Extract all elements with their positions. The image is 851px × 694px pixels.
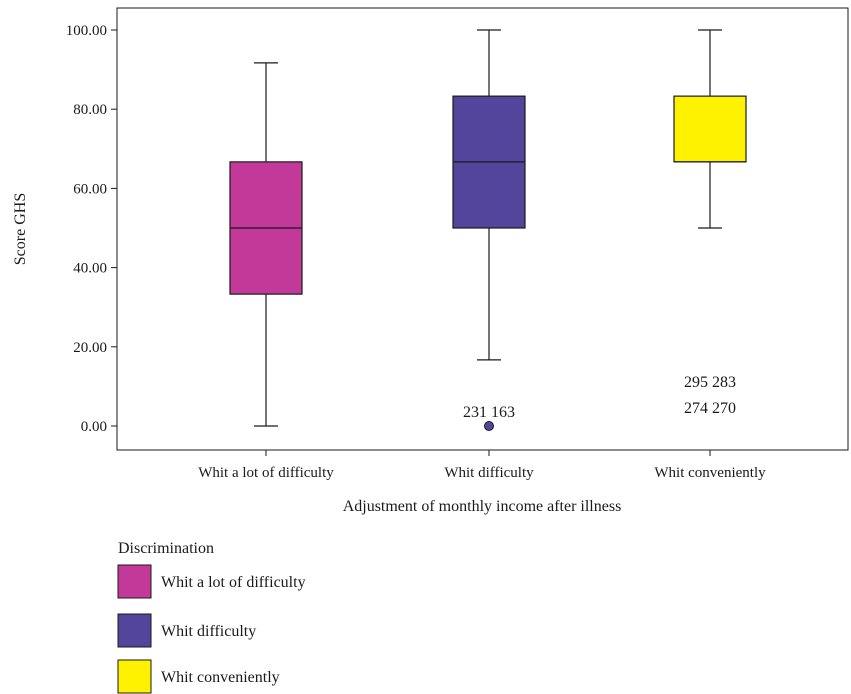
x-tick-label: Whit a lot of difficulty — [198, 465, 334, 481]
y-axis: 0.00 20.00 40.00 60.00 80.00 100.00 — [66, 23, 117, 435]
box-3 — [673, 29, 747, 229]
plot-frame — [116, 7, 849, 451]
legend: Discrimination Whit a lot of difficulty W… — [117, 540, 306, 694]
x-axis-title: Adjustment of monthly income after illne… — [343, 498, 622, 515]
y-tick-label: 40.00 — [73, 261, 107, 277]
box-iqr — [673, 95, 747, 163]
outlier-label: 274 270 — [684, 400, 736, 417]
x-axis: Whit a lot of difficulty Whit difficulty W… — [198, 450, 766, 481]
legend-title: Discrimination — [118, 540, 214, 557]
legend-swatch-1 — [117, 564, 152, 599]
y-tick-label: 0.00 — [81, 419, 107, 435]
legend-swatch-3 — [117, 659, 152, 694]
legend-swatch-2 — [117, 613, 152, 648]
legend-label-1: Whit a lot of difficulty — [161, 574, 306, 591]
y-tick-label: 60.00 — [73, 181, 107, 197]
y-tick-label: 100.00 — [66, 23, 107, 39]
y-axis-title: Score GHS — [12, 193, 29, 265]
outliers: 231 163 295 283 274 270 — [463, 374, 736, 431]
y-tick-label: 80.00 — [73, 102, 107, 118]
outlier-label: 295 283 — [684, 374, 736, 391]
x-tick-label: Whit difficulty — [444, 465, 534, 481]
box-1 — [229, 62, 303, 427]
y-tick-label: 20.00 — [73, 340, 107, 356]
outlier-label: 231 163 — [463, 404, 515, 421]
box-2 — [452, 29, 526, 361]
outlier-point — [484, 421, 494, 431]
legend-label-3: Whit conveniently — [161, 669, 280, 686]
legend-label-2: Whit difficulty — [161, 623, 256, 640]
boxes — [229, 29, 747, 427]
x-tick-label: Whit conveniently — [654, 465, 766, 481]
